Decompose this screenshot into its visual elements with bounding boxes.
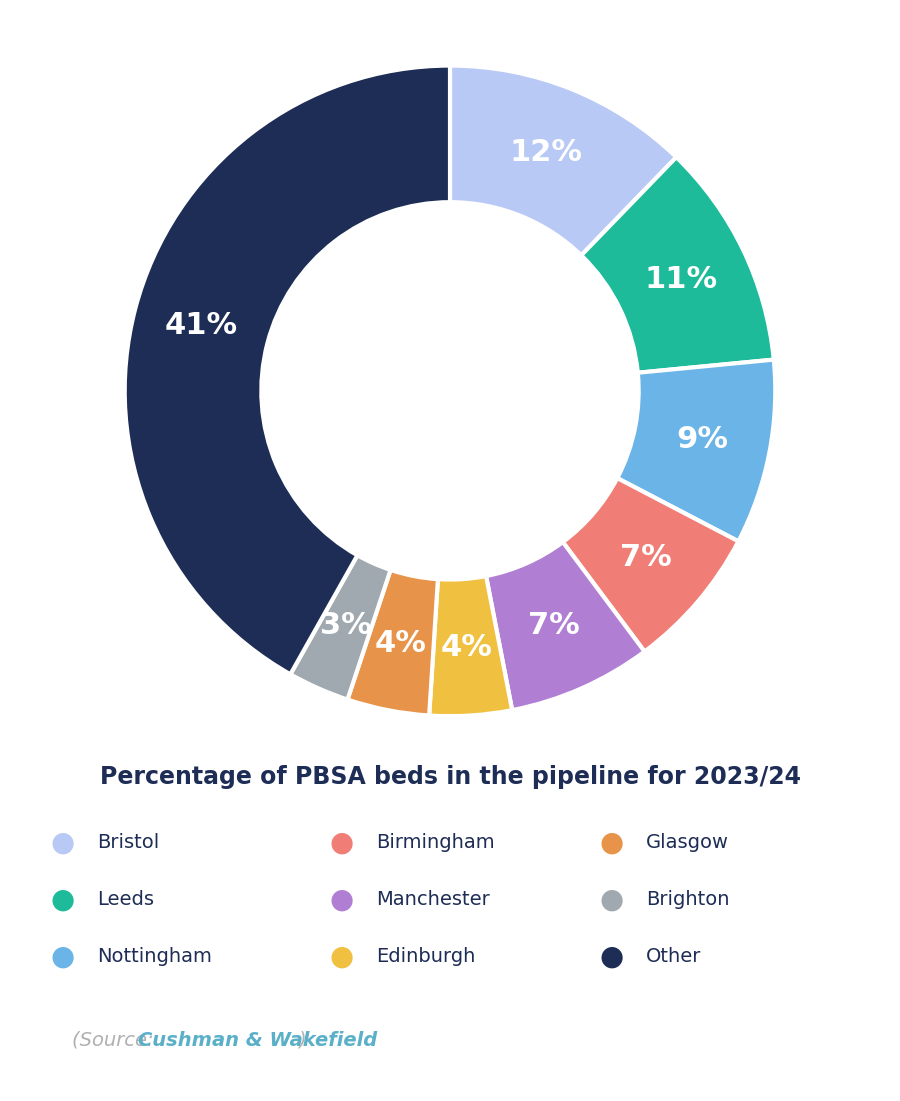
Wedge shape [581,157,774,373]
Text: ●: ● [51,942,75,971]
Text: ●: ● [51,885,75,914]
Text: ●: ● [330,942,354,971]
Text: ●: ● [600,828,624,857]
Text: Other: Other [646,947,702,967]
Text: Percentage of PBSA beds in the pipeline for 2023/24: Percentage of PBSA beds in the pipeline … [100,765,800,789]
Text: Edinburgh: Edinburgh [376,947,475,967]
Wedge shape [291,555,391,699]
Text: ●: ● [600,885,624,914]
Text: Nottingham: Nottingham [97,947,212,967]
Text: 11%: 11% [645,265,718,294]
Text: 4%: 4% [375,629,427,657]
Text: Glasgow: Glasgow [646,832,729,852]
Text: 4%: 4% [440,633,492,662]
Text: 7%: 7% [528,611,580,641]
Text: 7%: 7% [620,543,671,571]
Text: ): ) [298,1031,305,1050]
Text: Brighton: Brighton [646,890,730,909]
Text: Birmingham: Birmingham [376,832,495,852]
Text: ●: ● [51,828,75,857]
Text: ●: ● [600,942,624,971]
Text: ●: ● [330,885,354,914]
Wedge shape [450,66,676,255]
Text: Cushman & Wakefield: Cushman & Wakefield [138,1031,377,1050]
Wedge shape [347,570,438,716]
Wedge shape [429,576,512,716]
Text: 3%: 3% [320,611,372,641]
Text: (Source:: (Source: [72,1031,160,1050]
Text: Bristol: Bristol [97,832,159,852]
Text: Manchester: Manchester [376,890,490,909]
Text: Leeds: Leeds [97,890,154,909]
Wedge shape [562,478,738,652]
Text: 9%: 9% [676,425,728,455]
Text: ●: ● [330,828,354,857]
Wedge shape [125,66,450,674]
Text: 12%: 12% [510,138,583,167]
Text: 41%: 41% [165,312,238,340]
Wedge shape [617,360,775,542]
Wedge shape [486,542,644,710]
